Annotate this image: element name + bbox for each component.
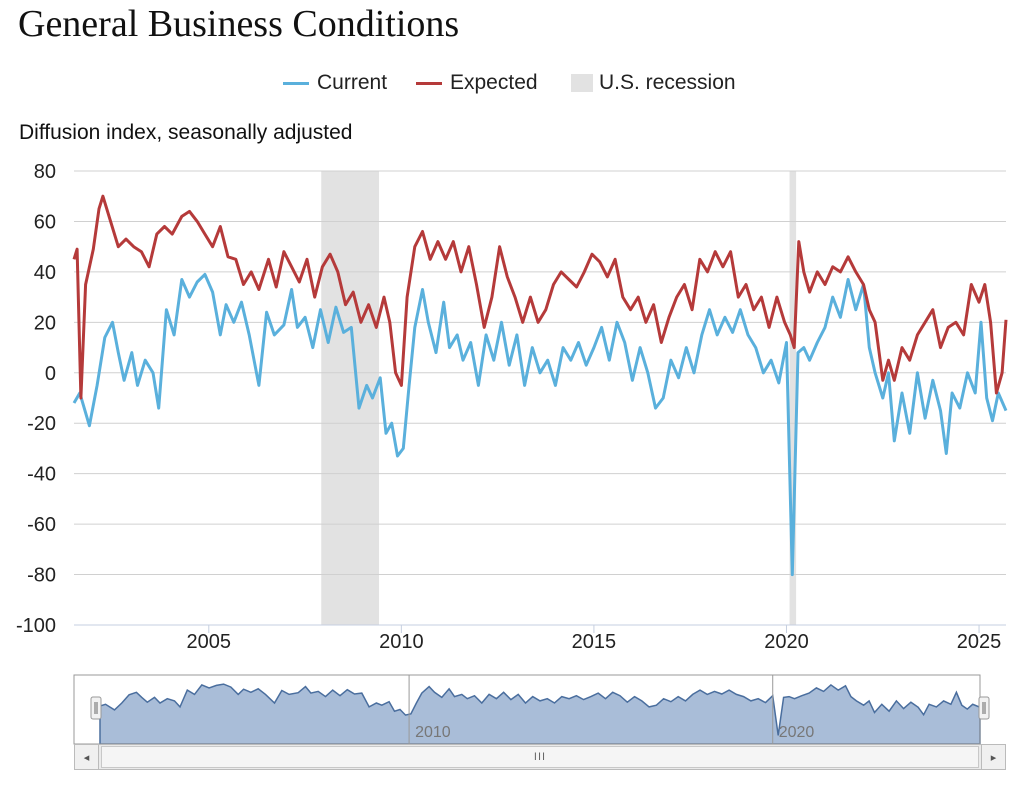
series-line-current (72, 272, 1008, 577)
gridlines (74, 170, 1006, 626)
y-tick-labels: 80 60 40 20 0 -20 -40 -60 -80 -100 (16, 161, 56, 637)
legend-item-recession[interactable]: U.S. recession (571, 68, 736, 98)
legend-swatch-expected (416, 81, 442, 85)
recession-bands (321, 171, 797, 625)
legend-item-expected[interactable]: Expected (416, 68, 538, 98)
legend-swatch-current (283, 81, 309, 85)
legend-label-current: Current (317, 71, 388, 94)
scroll-left-button[interactable]: ◂ (75, 745, 99, 769)
x-tick-label: 2025 (957, 631, 1002, 653)
recession-band-1 (789, 171, 797, 625)
navigator-label: 2020 (779, 724, 815, 741)
y-tick-label: -40 (27, 464, 56, 486)
legend-label-expected: Expected (450, 71, 538, 94)
navigator[interactable]: 2010 2020 (73, 674, 990, 745)
y-tick-label: 40 (34, 262, 56, 284)
x-tick-label: 2010 (379, 631, 424, 653)
y-tick-label: 0 (45, 363, 56, 385)
series-line-expected (72, 194, 1008, 400)
x-tick-labels: 2005 2010 2015 2020 2025 (187, 625, 1002, 653)
recession-band-0 (321, 171, 380, 625)
y-tick-label: -100 (16, 615, 56, 637)
scrollbar[interactable]: ◂ III ▸ (74, 744, 1006, 770)
navigator-handle-left[interactable] (90, 696, 102, 720)
legend-swatch-recession (571, 74, 593, 92)
x-tick-label: 2020 (764, 631, 809, 653)
scroll-thumb[interactable]: III (101, 746, 979, 768)
chart-title: General Business Conditions (18, 3, 460, 45)
legend: Current Expected U.S. recession (0, 68, 1024, 98)
y-tick-label: 20 (34, 312, 56, 334)
legend-item-current[interactable]: Current (283, 68, 387, 98)
series-lines (72, 194, 1008, 577)
y-tick-label: 60 (34, 211, 56, 233)
x-tick-label: 2015 (572, 631, 617, 653)
navigator-label: 2010 (415, 724, 451, 741)
y-tick-label: -60 (27, 514, 56, 536)
x-tick-label: 2005 (187, 631, 232, 653)
scroll-right-button[interactable]: ▸ (981, 745, 1005, 769)
navigator-area (99, 683, 981, 745)
legend-label-recession: U.S. recession (599, 71, 736, 94)
y-axis-label: Diffusion index, seasonally adjusted (19, 121, 353, 144)
navigator-handle-right[interactable] (978, 696, 990, 720)
y-tick-label: -20 (27, 413, 56, 435)
y-tick-label: 80 (34, 161, 56, 183)
y-tick-label: -80 (27, 565, 56, 587)
